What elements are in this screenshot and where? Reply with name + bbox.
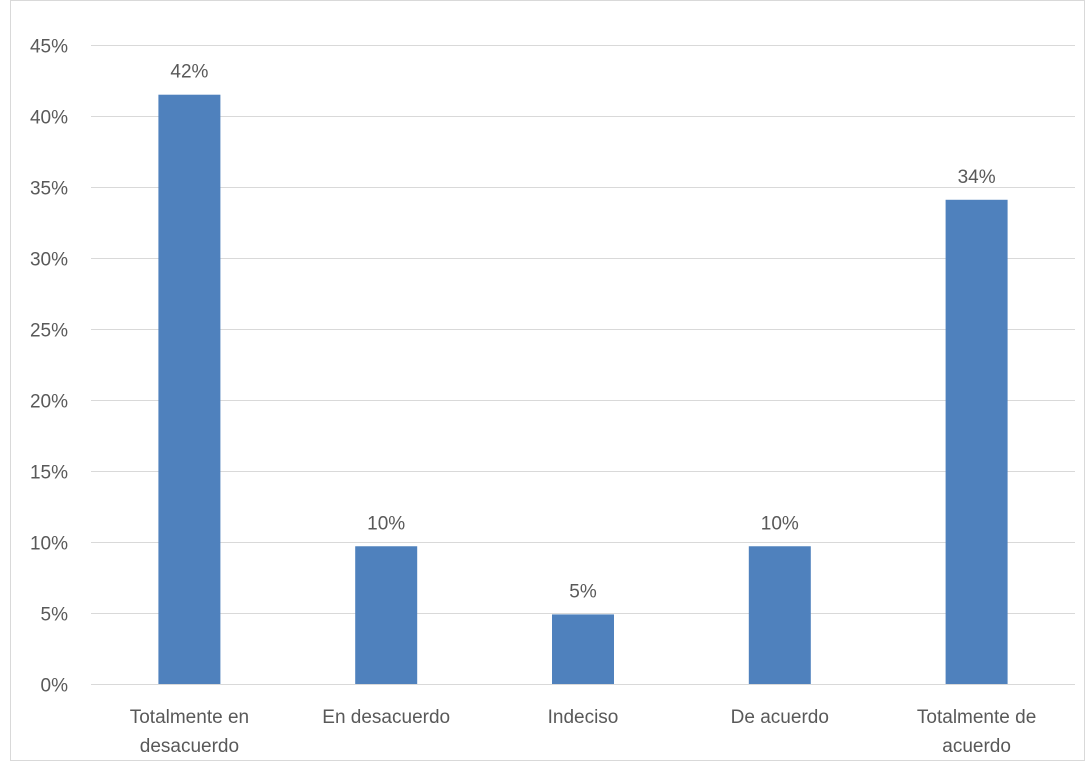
data-label: 10% — [761, 513, 799, 534]
gridlines — [91, 45, 1075, 685]
y-tick-label: 15% — [30, 463, 68, 484]
data-label: 42% — [170, 62, 208, 83]
x-axis-tick-labels: Totalmente en desacuerdo En desacuerdo Inde… — [130, 707, 1037, 757]
y-tick-label: 5% — [41, 605, 69, 626]
x-tick-label: Indeciso — [548, 707, 619, 728]
y-tick-label: 40% — [30, 108, 68, 129]
y-tick-label: 25% — [30, 321, 68, 342]
bar — [158, 94, 221, 684]
x-tick-label: En desacuerdo — [322, 707, 450, 728]
bar — [355, 546, 418, 684]
data-label: 10% — [367, 513, 405, 534]
y-axis-tick-labels: 0% 5% 10% 15% 20% 25% 30% 35% 40% 45% — [30, 37, 68, 697]
data-label: 5% — [569, 581, 597, 602]
y-tick-label: 10% — [30, 534, 68, 555]
y-tick-label: 35% — [30, 179, 68, 200]
y-tick-label: 20% — [30, 392, 68, 413]
y-tick-label: 30% — [30, 250, 68, 271]
x-tick-label: Totalmente de — [917, 707, 1036, 728]
bar-chart: 0% 5% 10% 15% 20% 25% 30% 35% 40% 45% 42% 10% 5% 10%… — [30, 37, 1075, 757]
bars — [158, 94, 1008, 684]
y-tick-label: 0% — [41, 676, 69, 697]
x-tick-label: desacuerdo — [140, 736, 239, 757]
bar — [748, 546, 811, 684]
data-labels: 42% 10% 5% 10% 34% — [170, 62, 995, 603]
bar — [945, 199, 1008, 684]
x-tick-label: acuerdo — [942, 736, 1011, 757]
chart-frame: 0% 5% 10% 15% 20% 25% 30% 35% 40% 45% 42% 10% 5% 10%… — [10, 0, 1085, 761]
x-tick-label: De acuerdo — [731, 707, 829, 728]
x-tick-label: Totalmente en — [130, 707, 249, 728]
bar — [552, 614, 614, 684]
y-tick-label: 45% — [30, 37, 68, 58]
data-label: 34% — [958, 167, 996, 188]
